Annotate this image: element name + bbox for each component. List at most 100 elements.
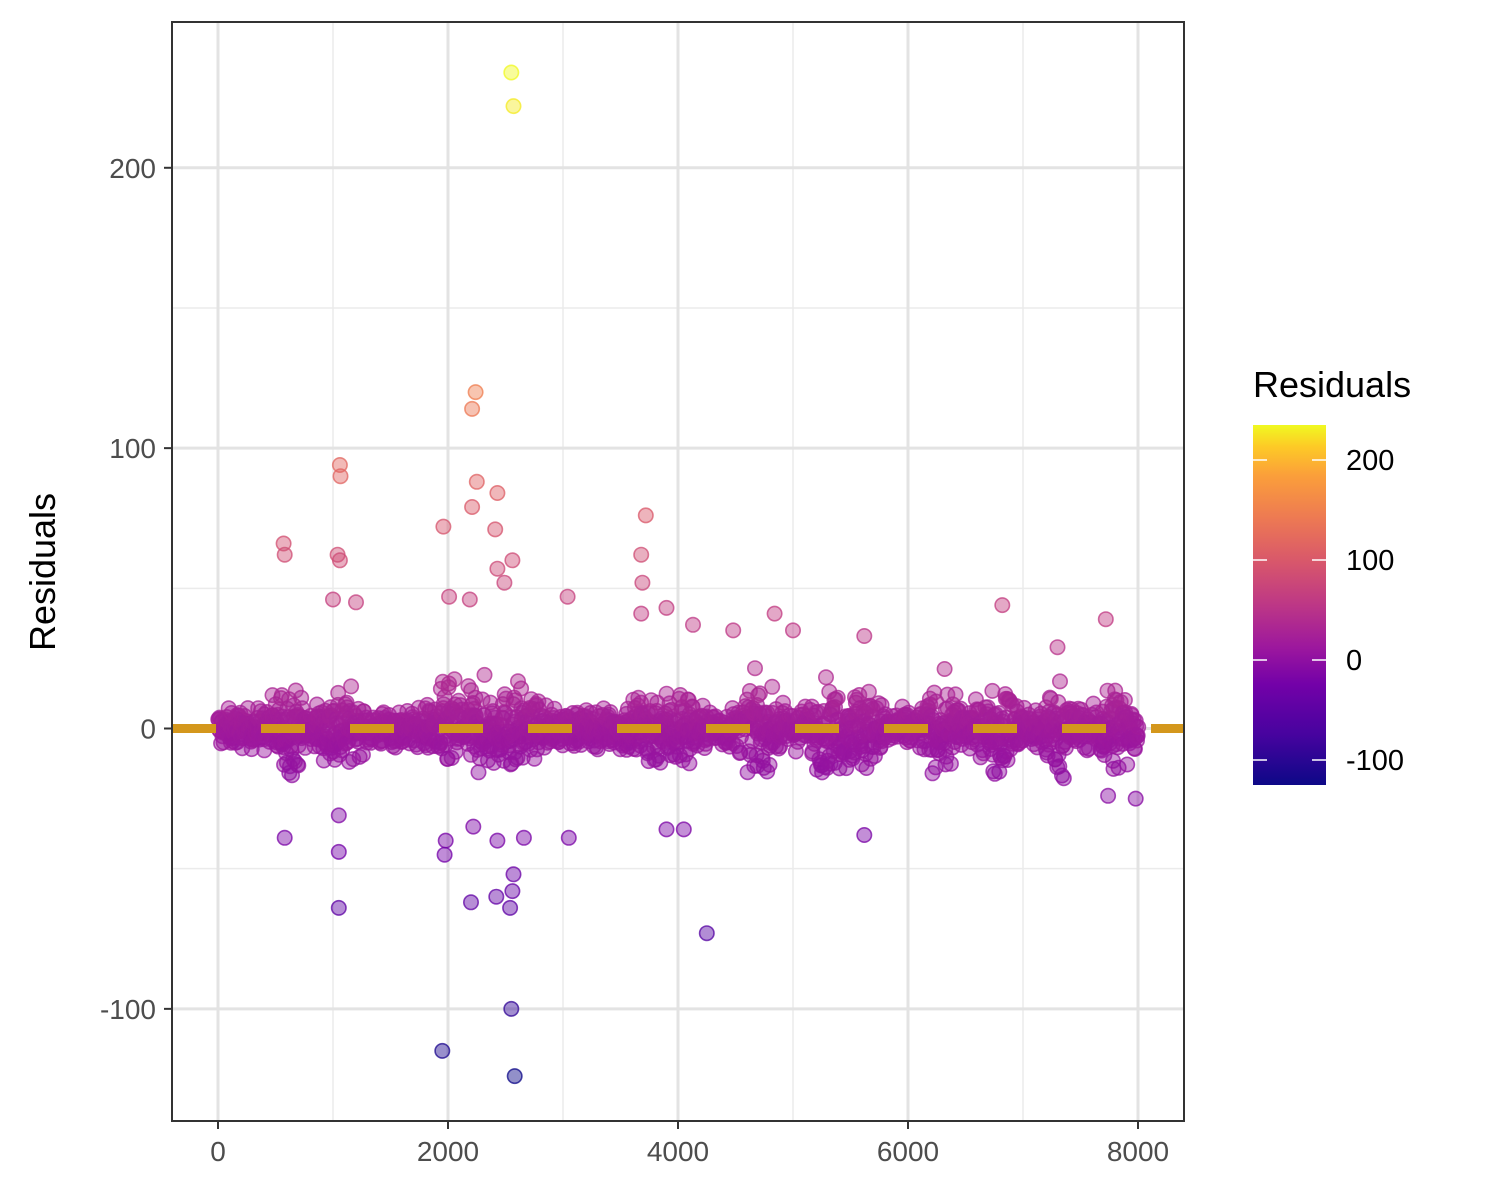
residual-outlier-point <box>468 473 485 490</box>
residual-outlier-point <box>436 846 453 863</box>
residual-outlier-point <box>506 1068 523 1085</box>
colorbar-tick-label: 0 <box>1346 645 1362 677</box>
residual-outlier-point <box>658 821 675 838</box>
residual-outlier-point <box>461 591 478 608</box>
residual-outlier-point <box>658 599 675 616</box>
y-axis: -100 0 100 200 <box>100 153 172 1025</box>
residual-outlier-point <box>633 546 650 563</box>
residual-outlier-point <box>331 456 348 473</box>
residual-outlier-point <box>331 552 348 569</box>
x-tick-label: 8000 <box>1107 1136 1169 1167</box>
residual-point <box>858 759 875 776</box>
residual-point <box>290 757 307 774</box>
residual-outlier-point <box>276 546 293 563</box>
residual-outlier-point <box>489 832 506 849</box>
residual-outlier-point <box>462 894 479 911</box>
residual-outlier-point <box>330 843 347 860</box>
residual-outlier-point <box>275 535 292 552</box>
residual-point <box>751 685 768 702</box>
residual-point <box>947 686 964 703</box>
residual-point <box>470 764 487 781</box>
residual-point <box>1110 759 1127 776</box>
x-tick-label: 0 <box>210 1136 226 1167</box>
residual-outlier-point <box>856 826 873 843</box>
residual-point <box>1055 770 1072 787</box>
residual-outlier-point <box>684 616 701 633</box>
residual-outlier-point <box>505 866 522 883</box>
y-tick-label: 100 <box>109 433 156 464</box>
y-tick-label: -100 <box>100 994 156 1025</box>
residual-outlier-point <box>503 1000 520 1017</box>
colorbar-tick-label: 100 <box>1346 545 1394 577</box>
residual-point <box>537 697 554 714</box>
residual-outlier-point <box>560 829 577 846</box>
residual-point <box>526 750 543 767</box>
residual-point <box>866 747 883 764</box>
residual-point <box>942 755 959 772</box>
colorbar-tick-label: 200 <box>1346 445 1394 477</box>
residual-outlier-point <box>515 829 532 846</box>
residual-outlier-point <box>1097 611 1114 628</box>
residual-point <box>343 678 360 695</box>
residual-outlier-point <box>637 507 654 524</box>
residual-point <box>1130 718 1147 735</box>
residual-outlier-point <box>856 627 873 644</box>
residual-outlier-point <box>502 899 519 916</box>
colorbar-tick-label: -100 <box>1346 745 1404 777</box>
residual-outlier-point <box>464 498 481 515</box>
residual-outlier-point <box>784 622 801 639</box>
residual-outlier-point <box>330 899 347 916</box>
residual-outlier-point <box>675 821 692 838</box>
residual-outlier-point <box>488 888 505 905</box>
residual-point <box>817 669 834 686</box>
residual-point <box>984 682 1001 699</box>
residual-point <box>761 756 778 773</box>
residual-outlier-point <box>434 1042 451 1059</box>
residual-outlier-point <box>487 521 504 538</box>
residual-point <box>936 660 953 677</box>
residual-point <box>851 686 868 703</box>
residual-outlier-point <box>504 883 521 900</box>
y-tick-label: 200 <box>109 153 156 184</box>
residual-outlier-point <box>465 818 482 835</box>
residual-outlier-point <box>1049 639 1066 656</box>
residual-outlier-point <box>467 384 484 401</box>
residual-point <box>681 755 698 772</box>
residual-outlier-point <box>698 925 715 942</box>
residual-outlier-point <box>441 588 458 605</box>
y-tick-label: 0 <box>140 714 156 745</box>
residual-outlier-point <box>496 574 513 591</box>
residual-outlier-point <box>464 400 481 417</box>
colorbar-legend: Residuals -100 0 100 200 <box>1253 364 1411 785</box>
x-tick-label: 6000 <box>877 1136 939 1167</box>
residual-outlier-point <box>559 588 576 605</box>
residual-point <box>476 666 493 683</box>
residual-outlier-point <box>633 605 650 622</box>
residual-outlier-point <box>332 468 349 485</box>
residual-outlier-point <box>489 484 506 501</box>
residual-outlier-point <box>276 829 293 846</box>
residual-outlier-point <box>324 591 341 608</box>
residual-point <box>746 660 763 677</box>
residual-point <box>1119 756 1136 773</box>
y-axis-title: Residuals <box>22 493 63 651</box>
residual-outlier-point <box>503 64 520 81</box>
residual-outlier-point <box>766 605 783 622</box>
residual-outlier-point <box>347 594 364 611</box>
legend-title: Residuals <box>1253 364 1411 405</box>
colorbar <box>1253 425 1326 785</box>
residual-point <box>446 671 463 688</box>
residual-outlier-point <box>1100 787 1117 804</box>
residual-point <box>829 689 846 706</box>
residual-point <box>513 680 530 697</box>
residual-outlier-point <box>489 560 506 577</box>
residual-outlier-point <box>330 807 347 824</box>
residual-outlier-point <box>1127 790 1144 807</box>
residual-outlier-point <box>505 98 522 115</box>
residual-outlier-point <box>435 518 452 535</box>
residual-outlier-point <box>994 597 1011 614</box>
residual-point <box>1116 691 1133 708</box>
colorbar-ticks: -100 0 100 200 <box>1253 445 1404 777</box>
